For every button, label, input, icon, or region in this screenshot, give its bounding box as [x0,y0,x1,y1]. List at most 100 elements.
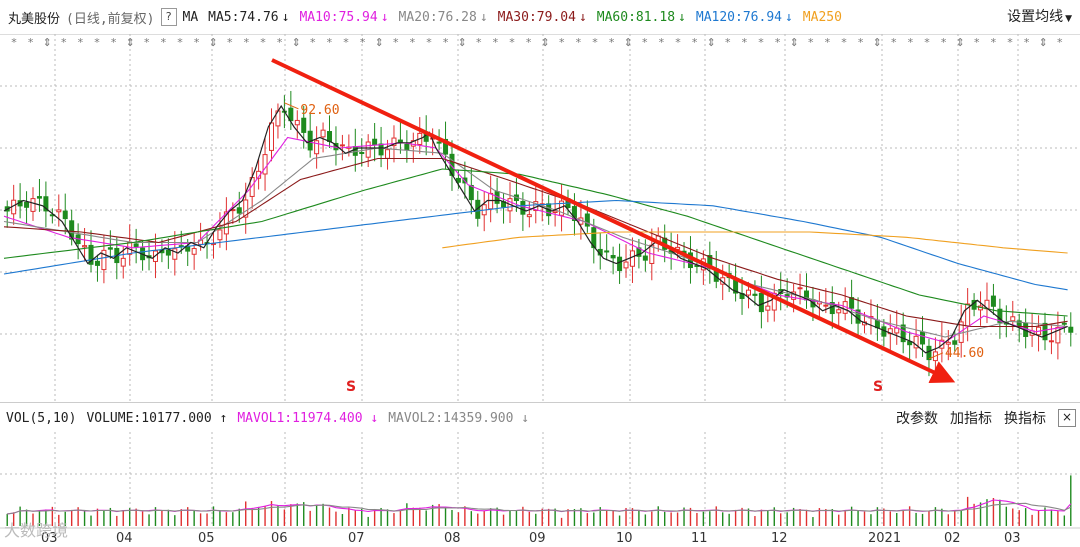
candle-body [165,249,171,256]
event-marker: * [841,36,847,49]
candle-body [604,250,610,253]
candle-body [120,257,126,267]
candle-body [88,244,94,265]
event-marker: * [592,36,598,49]
low-price-label: 44.60 [945,346,984,361]
ma-settings-label: 设置均线 [1007,9,1064,25]
candle-body [920,331,926,345]
volume-value: VOLUME:10177.000 ↑ [86,410,228,426]
x-tick-label: 2021 [868,531,901,546]
ma-line-ma250 [442,231,1068,254]
candle-body [107,247,113,250]
candle-body [913,335,919,349]
switch-indicator-button[interactable]: 换指标 [1004,411,1046,427]
event-marker: ⇕ [375,36,384,49]
close-icon[interactable]: × [1058,409,1076,427]
event-marker: * [244,36,250,49]
ma-legend-item: MA5:74.76 [208,9,279,25]
event-marker: * [11,36,17,49]
help-button[interactable]: ? [160,8,177,26]
candle-body [391,137,397,147]
event-marker: ⇕ [292,36,301,49]
candle-body [339,144,345,147]
candle-body [926,345,932,361]
low-pointer [928,352,944,360]
candle-body [262,154,268,175]
candle-body [623,261,629,269]
ma-line-ma60 [3,168,1068,317]
event-marker: ⇕ [541,36,550,49]
event-marker: * [227,36,233,49]
event-marker: * [194,36,200,49]
candle-body [236,207,242,214]
event-marker: * [642,36,648,49]
event-marker: * [659,36,665,49]
mavol1-line [7,499,1072,515]
event-marker: * [808,36,814,49]
event-marker: * [343,36,349,49]
ma-legend-item: MA20:76.28 [398,9,477,25]
event-marker: ⇕ [790,36,799,49]
candle-body [404,143,410,151]
event-marker: * [725,36,731,49]
watermark: 大数跨境 [4,521,69,540]
mavol2-value: MAVOL2:14359.900 ↓ [388,410,530,426]
candle-body [526,214,532,218]
ma-legend-item: MA30:79.04 [497,9,576,25]
event-marker: * [360,36,366,49]
event-marker: * [260,36,266,49]
candle-body [327,131,333,142]
candle-body [952,340,958,345]
candle-body [997,308,1003,323]
event-marker: * [526,36,532,49]
ma-settings-button[interactable]: 设置均线 ▼ [1003,0,1080,34]
candle-body [378,143,384,156]
event-marker: * [393,36,399,49]
high-price-label: 92.60 [300,103,339,118]
event-marker: * [1057,36,1063,49]
candle-body [1016,320,1022,327]
event-marker: * [675,36,681,49]
candle-body [455,177,461,183]
arrow-down-icon: ↓ [370,410,379,426]
arrow-down-icon: ↓ [521,410,530,426]
candle-body [436,141,442,144]
event-marker: * [509,36,515,49]
arrow-down-icon: ↓ [678,9,686,25]
event-marker: * [941,36,947,49]
candle-body [1068,326,1074,333]
candle-body [1042,322,1048,341]
candle-body [359,152,365,155]
event-marker: * [310,36,316,49]
ma-line-ma10 [3,136,1068,343]
price-chart[interactable]: * * ⇕ * * * * ⇕ * * * * ⇕ * * * * ⇕ * * * * ⇕ * * * * ⇕ * * * * ⇕ * * * * ⇕ * *… [0,34,1080,402]
ma-legend-item: MA250 [802,9,842,25]
candle-body [552,210,558,213]
candle-body [642,255,648,261]
event-marker: * [410,36,416,49]
ma-line-ma20 [3,147,1068,338]
candle-body [765,305,771,311]
ma-legend-item: MA60:81.18 [596,9,676,25]
ma-line-ma120 [3,199,1068,291]
event-marker: * [443,36,449,49]
candle-body [874,319,880,329]
add-indicator-button[interactable]: 加指标 [950,411,992,427]
event-marker: ⇕ [126,36,135,49]
candle-body [945,341,951,345]
ma-line-ma30 [3,157,1068,328]
modify-params-button[interactable]: 改参数 [896,411,938,427]
event-marker: * [858,36,864,49]
candle-body [36,196,42,199]
vol-actions: 改参数 加指标 换指标 × [884,403,1076,433]
arrow-down-icon: ↓ [479,9,488,25]
event-marker: * [825,36,831,49]
candle-body [758,292,764,313]
event-marker: ⇕ [956,36,965,49]
volume-chart[interactable]: 03 04 05 06 07 08 09 10 11 12 2021 02 03 [0,432,1080,547]
candle-body [752,293,758,296]
candle-body [243,199,249,218]
stock-title: 丸美股份 [8,11,61,27]
ma-legend-item: MA120:76.94 [695,9,782,25]
candle-body [571,206,577,221]
